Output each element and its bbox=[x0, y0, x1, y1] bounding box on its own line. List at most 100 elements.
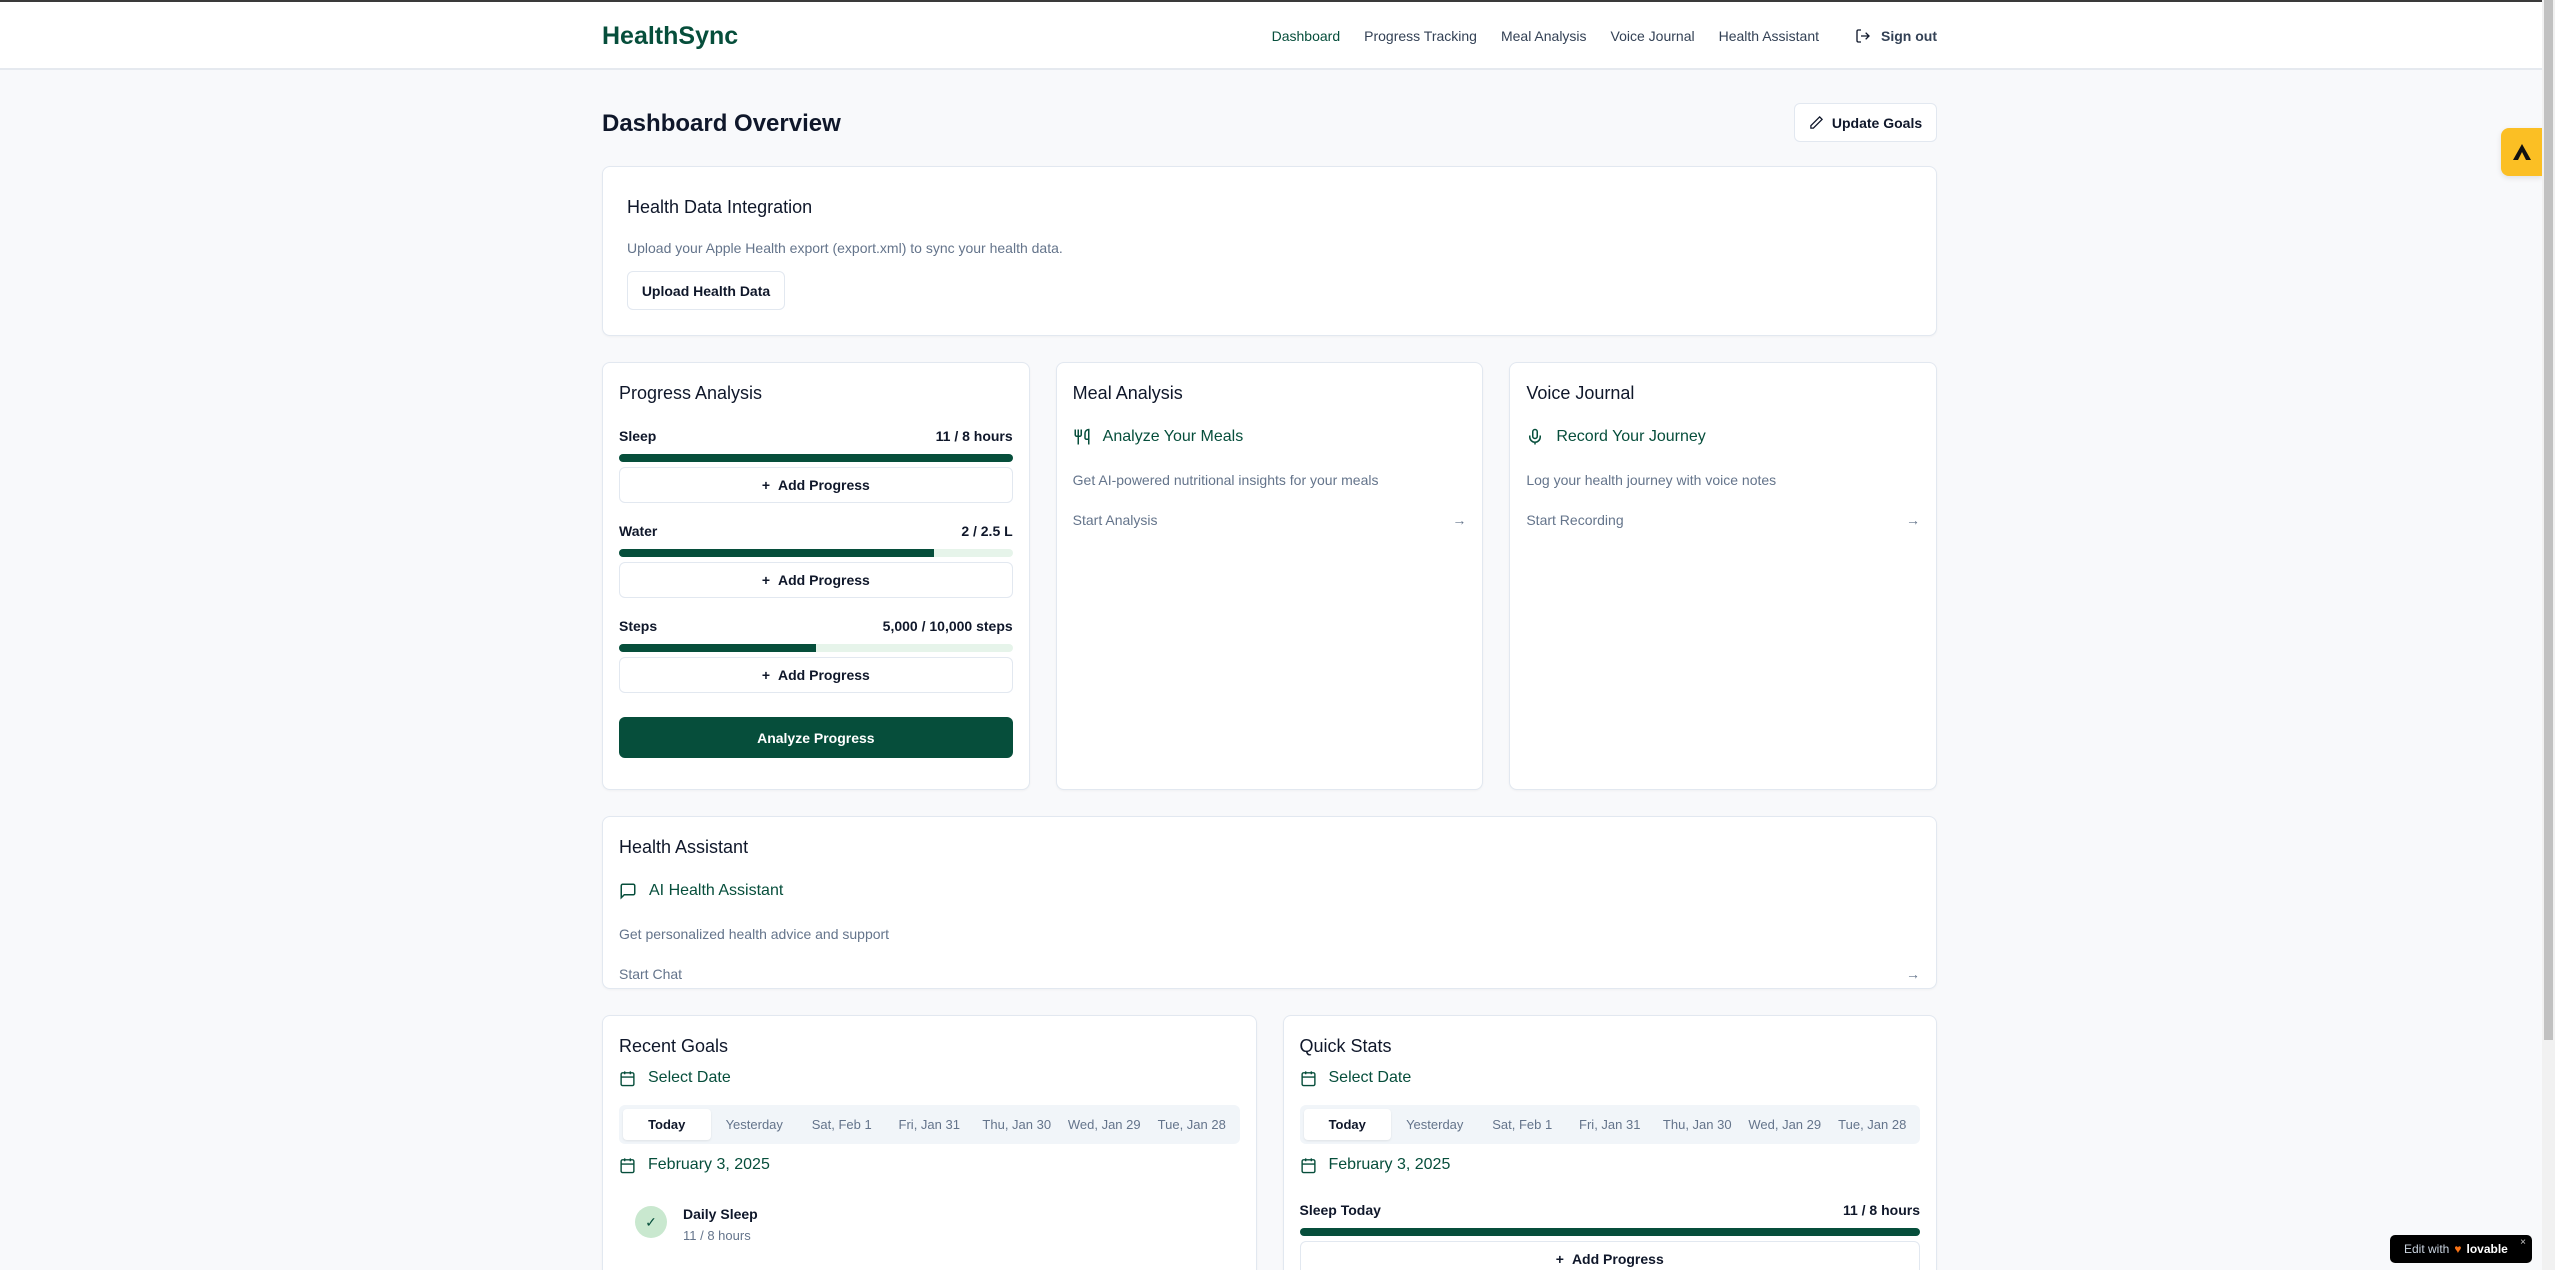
sleep-today-label: Sleep Today bbox=[1299, 1202, 1381, 1218]
select-date: Select Date bbox=[619, 1069, 1240, 1087]
page-scrollbar[interactable] bbox=[2542, 0, 2555, 1270]
sign-out-label: Sign out bbox=[1881, 28, 1937, 44]
progress-fill bbox=[619, 644, 816, 652]
recent-goals-title: Recent Goals bbox=[619, 1036, 729, 1056]
meal-feature: Analyze Your Meals bbox=[1102, 428, 1244, 445]
date-tab[interactable]: Tue, Jan 28 bbox=[1838, 1117, 1907, 1132]
select-date-label: Select Date bbox=[648, 1069, 731, 1086]
metric-row: Sleep 11 / 8 hours bbox=[619, 428, 1013, 444]
calendar-icon bbox=[619, 1157, 636, 1174]
add-progress-button[interactable]: + Add Progress bbox=[1299, 1241, 1920, 1270]
lovable-logo: lovable bbox=[2466, 1242, 2508, 1256]
sleep-today-value: 11 / 8 hours bbox=[1842, 1202, 1920, 1218]
extension-widget-button[interactable] bbox=[2501, 128, 2542, 176]
metric-row: Water 2 / 2.5 L bbox=[619, 523, 1013, 539]
metric-value: 2 / 2.5 L bbox=[961, 523, 1013, 539]
date-tab[interactable]: Sat, Feb 1 bbox=[811, 1117, 872, 1132]
assistant-title: Health Assistant bbox=[619, 837, 749, 857]
select-date: Select Date bbox=[1300, 1069, 1921, 1087]
plus-icon: + bbox=[761, 572, 771, 588]
nav-meal-analysis[interactable]: Meal Analysis bbox=[1500, 28, 1587, 44]
update-goals-label: Update Goals bbox=[1831, 114, 1923, 131]
metric-label: Steps bbox=[619, 618, 658, 634]
progress-title: Progress Analysis bbox=[619, 383, 763, 403]
calendar-icon bbox=[1300, 1070, 1317, 1087]
date-tab[interactable]: Wed, Jan 29 bbox=[1748, 1117, 1822, 1132]
sign-out-button[interactable]: Sign out bbox=[1855, 28, 1937, 44]
calendar-icon bbox=[619, 1070, 636, 1087]
metric-row: Steps 5,000 / 10,000 steps bbox=[619, 618, 1013, 634]
arrow-right-icon: → bbox=[1452, 512, 1467, 528]
goal-value: 11 / 8 hours bbox=[683, 1228, 751, 1243]
progress-fill bbox=[1299, 1228, 1920, 1236]
recent-goals-card: Recent Goals Select Date Today Yesterday S… bbox=[602, 1015, 1257, 1270]
date-tab[interactable]: Thu, Jan 30 bbox=[1662, 1117, 1732, 1132]
sleep-today-row: Sleep Today 11 / 8 hours bbox=[1300, 1202, 1921, 1218]
window-top-border bbox=[0, 0, 2542, 2]
date-tab[interactable]: Tue, Jan 28 bbox=[1157, 1117, 1226, 1132]
add-progress-label: Add Progress bbox=[1571, 1251, 1664, 1267]
date-tab[interactable]: Yesterday bbox=[1406, 1117, 1464, 1132]
nav-voice-journal[interactable]: Voice Journal bbox=[1610, 28, 1695, 44]
voice-feature: Record Your Journey bbox=[1556, 428, 1706, 445]
start-analysis-label: Start Analysis bbox=[1072, 512, 1158, 528]
edit-with-lovable-badge[interactable]: Edit with ♥ lovable × bbox=[2390, 1235, 2532, 1263]
date-tab[interactable]: Thu, Jan 30 bbox=[982, 1117, 1052, 1132]
scrollbar-thumb[interactable] bbox=[2544, 0, 2553, 1040]
upload-health-data-button[interactable]: Upload Health Data bbox=[627, 271, 785, 310]
add-progress-button[interactable]: + Add Progress bbox=[619, 657, 1013, 693]
badge-text: Edit with bbox=[2404, 1242, 2450, 1256]
metric-value: 11 / 8 hours bbox=[935, 428, 1013, 444]
heart-icon: ♥ bbox=[2454, 1242, 2462, 1256]
progress-fill bbox=[619, 549, 934, 557]
current-date-label: February 3, 2025 bbox=[648, 1156, 770, 1173]
voice-journal-card: Voice Journal Record Your Journey Log yo… bbox=[1509, 362, 1938, 790]
assistant-feature: AI Health Assistant bbox=[649, 882, 784, 899]
plus-icon: + bbox=[1555, 1251, 1564, 1267]
quick-stats-title: Quick Stats bbox=[1299, 1036, 1392, 1056]
microphone-icon bbox=[1529, 428, 1542, 445]
date-tab[interactable]: Fri, Jan 31 bbox=[1579, 1117, 1641, 1132]
extension-logo-icon bbox=[2512, 144, 2531, 160]
metric-label: Water bbox=[619, 523, 658, 539]
date-tab[interactable]: Today bbox=[1303, 1109, 1391, 1140]
date-tab[interactable]: Today bbox=[623, 1109, 711, 1140]
progress-analysis-card: Progress Analysis Sleep 11 / 8 hours + Add… bbox=[602, 362, 1030, 790]
nav-health-assistant[interactable]: Health Assistant bbox=[1718, 28, 1819, 44]
sleep-today-bar bbox=[1299, 1228, 1920, 1236]
analyze-progress-button[interactable]: Analyze Progress bbox=[619, 717, 1013, 758]
date-tab[interactable]: Wed, Jan 29 bbox=[1067, 1117, 1141, 1132]
message-square-icon bbox=[620, 883, 636, 900]
current-date-label: February 3, 2025 bbox=[1328, 1156, 1451, 1173]
metric-value: 5,000 / 10,000 steps bbox=[882, 618, 1013, 634]
date-tab[interactable]: Yesterday bbox=[725, 1117, 783, 1132]
update-goals-button[interactable]: Update Goals bbox=[1794, 103, 1937, 142]
pencil-icon bbox=[1810, 115, 1823, 129]
start-chat-link[interactable]: Start Chat → bbox=[619, 966, 1920, 982]
start-analysis-link[interactable]: Start Analysis → bbox=[1073, 512, 1467, 528]
top-nav: HealthSync Dashboard Progress Tracking M… bbox=[0, 2, 2542, 70]
goal-name: Daily Sleep bbox=[683, 1206, 758, 1222]
date-tabs: Today Yesterday Sat, Feb 1 Fri, Jan 31 Thu, … bbox=[1299, 1105, 1920, 1144]
start-recording-link[interactable]: Start Recording → bbox=[1526, 512, 1920, 528]
voice-description: Log your health journey with voice notes bbox=[1526, 472, 1777, 488]
main-content: Dashboard Overview Update Goals Health D… bbox=[602, 70, 1938, 1270]
quick-stats-card: Quick Stats Select Date Today Yesterday Sa… bbox=[1282, 1015, 1937, 1270]
start-chat-label: Start Chat bbox=[619, 966, 683, 982]
health-assistant-card: Health Assistant AI Health Assistant Get… bbox=[602, 816, 1937, 989]
nav-dashboard[interactable]: Dashboard bbox=[1271, 28, 1341, 44]
close-icon[interactable]: × bbox=[2520, 1237, 2526, 1248]
metric-progress-bar bbox=[619, 549, 1013, 557]
date-tab[interactable]: Sat, Feb 1 bbox=[1492, 1117, 1553, 1132]
add-progress-button[interactable]: + Add Progress bbox=[619, 467, 1013, 503]
voice-title: Voice Journal bbox=[1526, 383, 1635, 403]
add-progress-label: Add Progress bbox=[778, 572, 870, 588]
meal-description: Get AI-powered nutritional insights for … bbox=[1072, 472, 1379, 488]
date-tab[interactable]: Fri, Jan 31 bbox=[898, 1117, 960, 1132]
add-progress-button[interactable]: + Add Progress bbox=[619, 562, 1013, 598]
arrow-right-icon: → bbox=[1906, 966, 1920, 982]
add-progress-label: Add Progress bbox=[778, 667, 870, 683]
logo[interactable]: HealthSync bbox=[602, 22, 739, 50]
plus-icon: + bbox=[761, 667, 771, 683]
nav-progress-tracking[interactable]: Progress Tracking bbox=[1364, 28, 1477, 44]
